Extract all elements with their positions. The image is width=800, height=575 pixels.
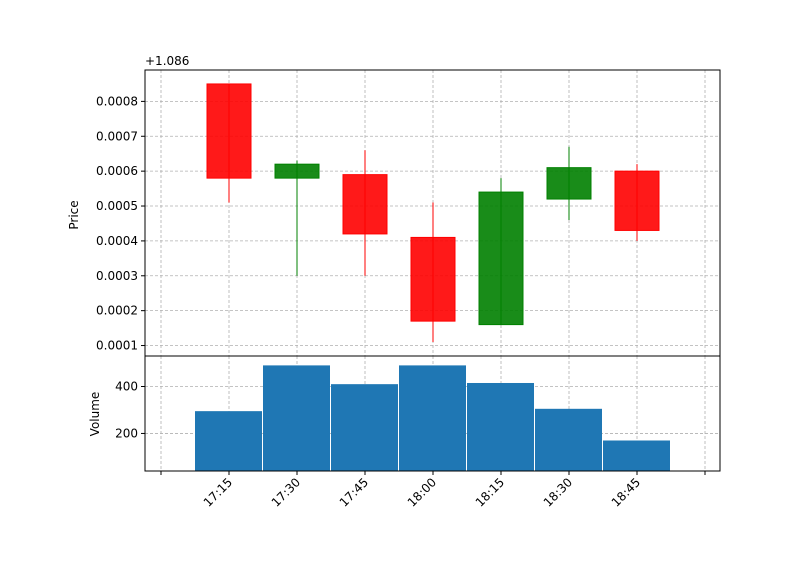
price-y-tick-label: 0.0008 (96, 94, 138, 108)
candle-body (614, 170, 660, 231)
price-y-tick-label: 0.0007 (96, 129, 138, 143)
candle-body (274, 163, 320, 179)
price-y-ticks: 0.0001 0.0002 0.0003 0.0004 0.0005 0.0006 0.00… (96, 94, 145, 353)
x-tick-label: 18:30 (541, 475, 575, 509)
x-tick-label: 18:00 (405, 475, 439, 509)
x-tick-label: 17:45 (337, 475, 371, 509)
volume-bar (399, 365, 466, 471)
candle-body (342, 174, 388, 235)
volume-bar (467, 382, 534, 471)
x-tick-label: 18:45 (609, 475, 643, 509)
candle-body (206, 83, 252, 179)
x-tick-label: 17:15 (201, 475, 235, 509)
x-ticks: 17:15 17:30 17:45 18:00 18:15 18:30 18:45 (160, 471, 706, 510)
volume-bar (603, 440, 670, 471)
price-y-tick-label: 0.0006 (96, 164, 138, 178)
candle-body (546, 167, 592, 200)
volume-bar (535, 408, 602, 471)
volume-bars (195, 365, 670, 471)
price-y-tick-label: 0.0004 (96, 234, 138, 248)
price-y-tick-label: 0.0002 (96, 304, 138, 318)
volume-y-tick-label: 200 (115, 426, 138, 440)
volume-y-tick-label: 400 (115, 380, 138, 394)
volume-axes-frame (144, 355, 721, 472)
x-tick-label: 17:30 (269, 475, 303, 509)
price-y-tick-label: 0.0001 (96, 339, 138, 353)
price-axis-label: Price (67, 200, 81, 229)
volume-bar (331, 384, 398, 471)
price-offset-label: +1.086 (145, 54, 189, 68)
volume-y-ticks: 200 400 (115, 380, 145, 440)
candle-body (478, 191, 524, 326)
volume-bar (195, 411, 262, 471)
candle-body (410, 236, 456, 322)
price-y-tick-label: 0.0005 (96, 199, 138, 213)
volume-bar (263, 365, 330, 471)
volume-axis-label: Volume (88, 392, 102, 437)
price-candles (206, 83, 660, 343)
price-y-tick-label: 0.0003 (96, 269, 138, 283)
x-tick-label: 18:15 (473, 475, 507, 509)
